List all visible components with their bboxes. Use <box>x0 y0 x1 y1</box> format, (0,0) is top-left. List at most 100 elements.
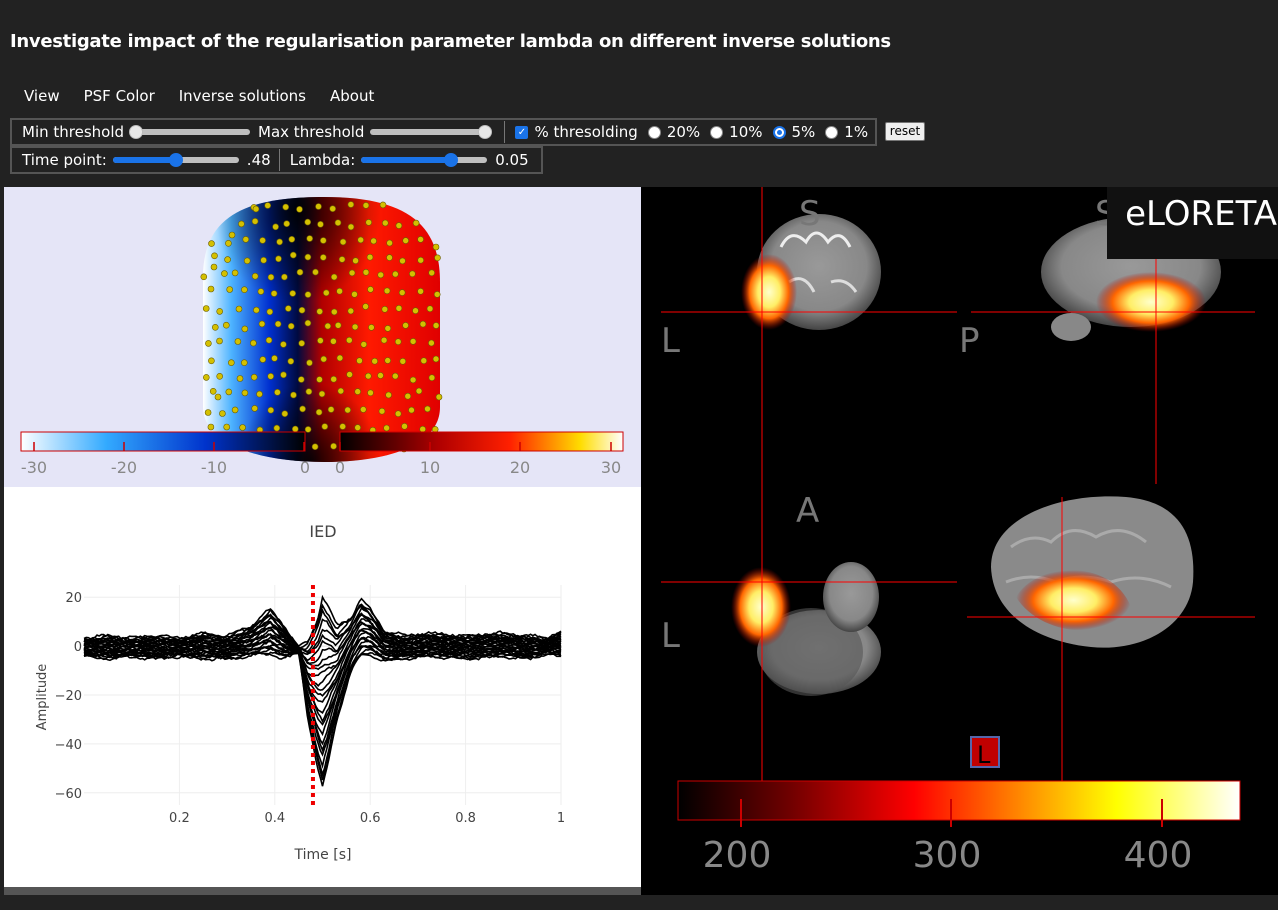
radio-1pct[interactable] <box>825 125 839 139</box>
lambda-thumb[interactable] <box>444 153 459 167</box>
max-threshold-slider[interactable] <box>370 122 493 142</box>
electrode <box>223 423 230 431</box>
electrode <box>321 423 329 430</box>
brain-views[interactable]: S L S P eLORETA A L <box>641 187 1278 895</box>
electrode <box>330 442 337 450</box>
electrode <box>214 393 222 401</box>
electrode <box>208 357 215 365</box>
electrode <box>377 372 384 379</box>
electrode <box>344 406 352 414</box>
radio-10pct[interactable] <box>710 125 724 139</box>
radio-20pct[interactable] <box>647 125 661 139</box>
electrode <box>315 408 323 416</box>
electrode <box>362 202 370 209</box>
menu-about[interactable]: About <box>329 87 375 105</box>
electrode <box>281 273 288 281</box>
lambda-slider[interactable] <box>361 150 488 170</box>
lambda-value: 0.05 <box>495 151 529 169</box>
electrode <box>228 231 236 239</box>
min-threshold-label: Min threshold <box>22 123 125 141</box>
time-point-value: .48 <box>246 151 271 169</box>
time-series-panel[interactable]: IED 0.2 0.4 0.6 0.8 1 20 0 −20 −40 −60 Time [s] A… <box>4 487 641 887</box>
lambda-label: Lambda: <box>289 151 356 169</box>
axial-view[interactable]: A L <box>661 484 957 781</box>
electrode <box>234 338 242 345</box>
electrode <box>256 390 263 398</box>
electrode <box>419 425 427 433</box>
electrode <box>330 338 337 345</box>
y-tick-label: −20 <box>55 689 82 704</box>
radio-10pct-label: 10% <box>729 123 763 141</box>
brain-3d-render[interactable]: L <box>967 496 1255 781</box>
electrode <box>224 256 231 263</box>
time-point-slider[interactable] <box>112 150 239 170</box>
electrode <box>419 320 427 328</box>
x-axis-label: Time [s] <box>294 847 352 863</box>
electrode <box>402 322 409 329</box>
electrode <box>216 373 223 380</box>
electrode <box>304 319 312 327</box>
electrode <box>297 376 305 383</box>
radio-20pct-label: 20% <box>666 123 701 141</box>
pct-thresholding-checkbox[interactable]: ✓ <box>515 125 529 139</box>
electrode <box>241 389 249 397</box>
electrode <box>319 237 327 244</box>
reset-button[interactable]: reset <box>885 122 925 141</box>
min-threshold-slider[interactable] <box>129 122 251 142</box>
electrode <box>415 387 423 395</box>
electrode <box>281 410 289 417</box>
electrode <box>299 405 306 413</box>
menu-psf-color[interactable]: PSF Color <box>83 87 155 105</box>
min-threshold-thumb[interactable] <box>129 125 144 139</box>
electrode <box>260 256 267 264</box>
brain-3d-activation <box>1016 570 1131 631</box>
electrode <box>330 375 338 383</box>
electrode <box>306 235 314 242</box>
electrode <box>371 357 379 365</box>
ied-chart[interactable]: IED 0.2 0.4 0.6 0.8 1 20 0 −20 −40 −60 Time [s] A… <box>4 487 641 887</box>
electrode <box>317 337 324 344</box>
electrode <box>337 387 345 395</box>
colorbar-tick-label: -20 <box>111 458 137 477</box>
menu-view[interactable]: View <box>24 87 60 105</box>
time-point-thumb[interactable] <box>168 153 183 167</box>
eeg-trace <box>83 647 562 778</box>
electrode <box>257 288 265 295</box>
colorbar-tick-label: -30 <box>21 458 47 477</box>
menu-inverse-solutions[interactable]: Inverse solutions <box>178 87 306 105</box>
electrode <box>384 357 392 364</box>
electrode <box>225 388 233 396</box>
electrode <box>210 263 218 271</box>
scalp-topomap-panel[interactable]: -30 -20 -10 0 0 10 20 30 <box>4 187 641 487</box>
electrode <box>402 237 410 244</box>
max-threshold-thumb[interactable] <box>478 125 493 139</box>
axial-label-anterior: A <box>796 491 819 531</box>
electrode <box>304 291 312 298</box>
electrode <box>208 240 215 247</box>
electrode <box>428 374 436 381</box>
electrode <box>334 322 342 329</box>
scroll-strip <box>4 887 641 895</box>
electrode <box>280 341 287 348</box>
eeg-trace <box>83 627 562 691</box>
electrode <box>366 253 374 261</box>
electrode <box>304 218 312 226</box>
electrode <box>394 410 402 417</box>
electrode <box>346 371 353 378</box>
electrode <box>336 287 343 295</box>
radio-5pct[interactable] <box>772 125 786 139</box>
scalp-topomap[interactable]: -30 -20 -10 0 0 10 20 30 <box>4 187 641 487</box>
max-threshold-label: Max threshold <box>258 123 365 141</box>
x-tick-label: 0.4 <box>264 811 285 826</box>
electrode <box>380 336 388 344</box>
electrode <box>241 325 249 333</box>
threshold-controls: Min threshold Max threshold ✓ % thresold… <box>10 118 877 146</box>
electrode <box>311 443 319 451</box>
electrode <box>395 305 403 312</box>
divider <box>504 121 506 143</box>
brain-views-panel[interactable]: S L S P eLORETA A L <box>641 187 1278 895</box>
electrode <box>347 307 355 315</box>
electrode <box>238 220 245 228</box>
coronal-view[interactable]: S L <box>661 187 957 484</box>
electrode <box>296 268 304 276</box>
